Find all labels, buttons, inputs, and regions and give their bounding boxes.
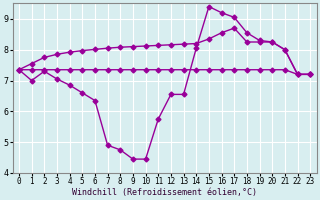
X-axis label: Windchill (Refroidissement éolien,°C): Windchill (Refroidissement éolien,°C) [72, 188, 257, 197]
